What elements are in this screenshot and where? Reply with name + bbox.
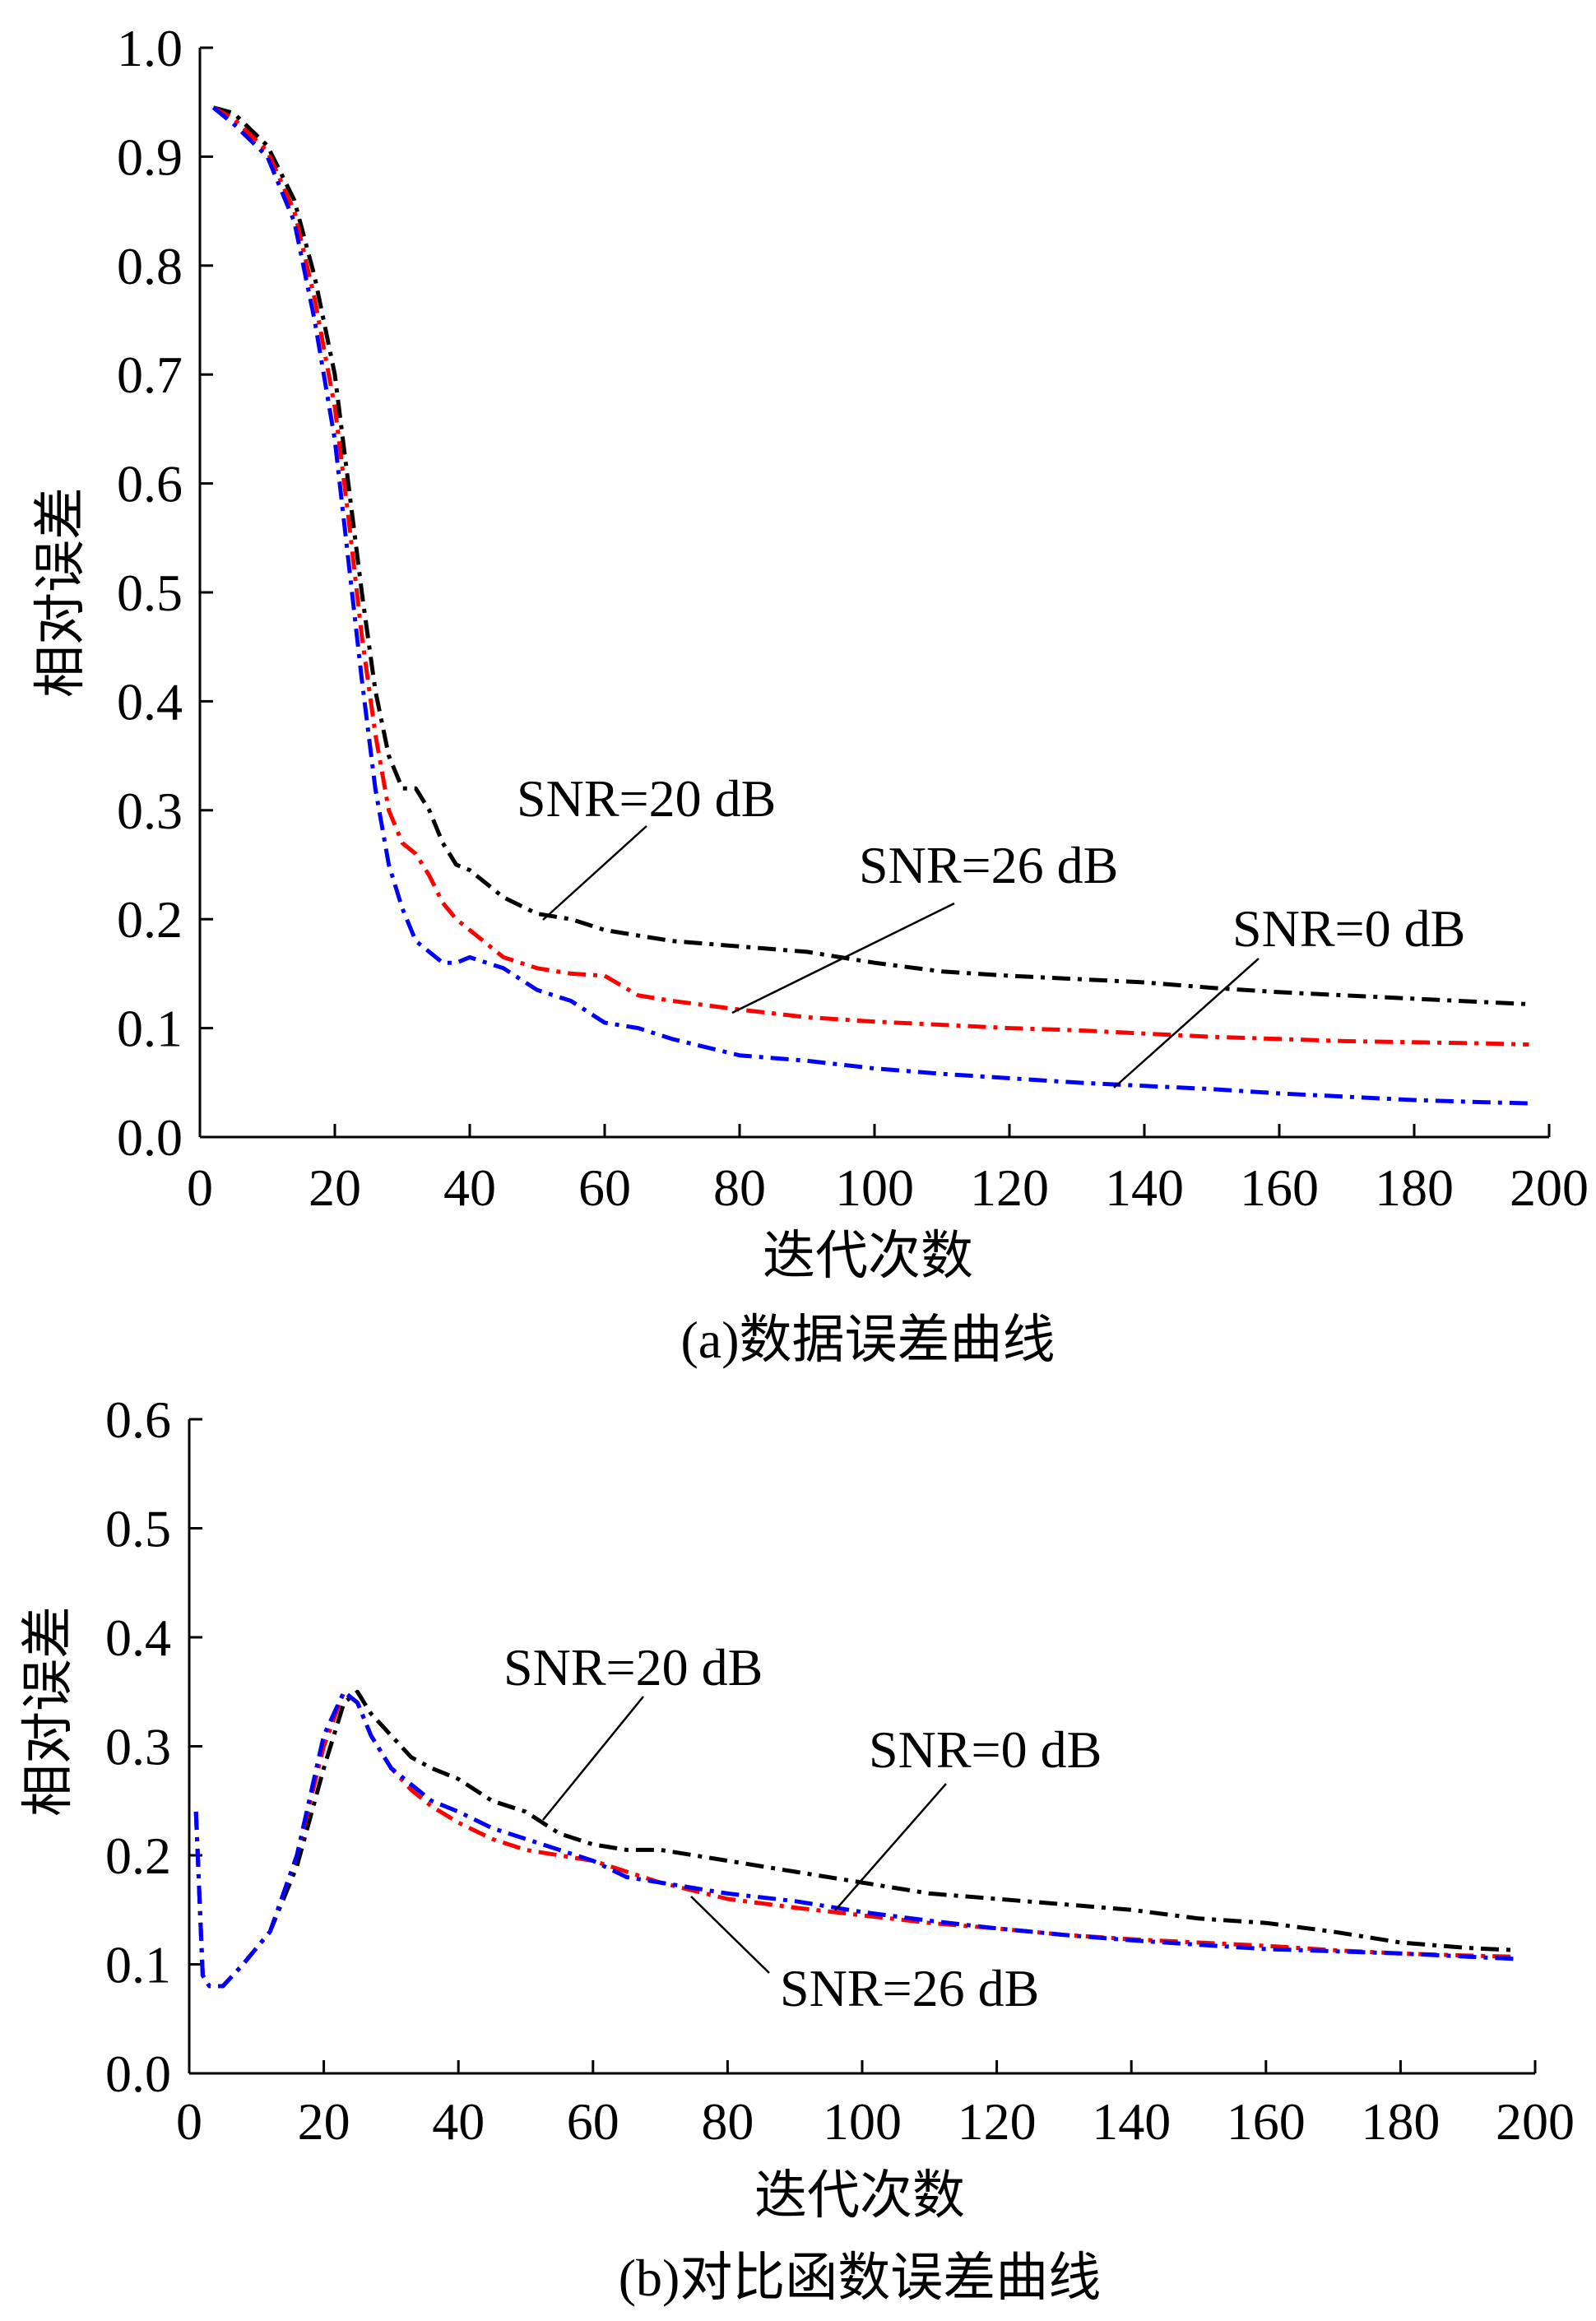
chart-a-caption: (a)数据误差曲线 bbox=[680, 1311, 1055, 1369]
chart-a-annotation-snr26: SNR=26 dB bbox=[731, 836, 1118, 1014]
chart-b-contrast-error: 0 20 40 60 80 100 120 140 160 180 200 0.0 0.1 0.2 0.3… bbox=[18, 1390, 1575, 2307]
chart-a-x-ticks: 0 20 40 60 80 100 120 140 160 180 200 bbox=[187, 1124, 1589, 1217]
y-tick-label: 0.2 bbox=[105, 1827, 171, 1885]
x-tick-label: 60 bbox=[578, 1158, 631, 1217]
x-tick-label: 200 bbox=[1510, 1158, 1589, 1217]
annotation-leader bbox=[834, 1783, 947, 1911]
x-tick-label: 100 bbox=[835, 1158, 914, 1217]
y-tick-label: 0.0 bbox=[117, 1108, 183, 1167]
annotation-leader bbox=[542, 1696, 644, 1821]
y-tick-label: 0.3 bbox=[105, 1718, 171, 1776]
x-tick-label: 140 bbox=[1092, 2092, 1171, 2151]
chart-b-series bbox=[193, 1689, 1515, 1989]
series-line-snr-26-db bbox=[212, 105, 1529, 1047]
annotation-leader bbox=[731, 902, 955, 1014]
annotation-leader bbox=[1113, 958, 1260, 1089]
annotation-leader bbox=[542, 825, 647, 921]
x-tick-label: 0 bbox=[176, 2092, 202, 2151]
x-tick-label: 40 bbox=[443, 1158, 496, 1217]
series-line-snr-20-db bbox=[193, 1689, 1515, 1989]
annotation-label: SNR=0 dB bbox=[1232, 899, 1465, 958]
annotation-label: SNR=20 dB bbox=[517, 769, 776, 828]
series-line-snr-0-db bbox=[193, 1689, 1515, 1989]
x-tick-label: 0 bbox=[187, 1158, 213, 1217]
x-tick-label: 60 bbox=[567, 2092, 619, 2151]
chart-a-data-error: 0 20 40 60 80 100 120 140 160 180 200 0.0 0.1 0.2 0.3… bbox=[30, 19, 1589, 1369]
chart-b-y-axis-label: 相对误差 bbox=[18, 1606, 79, 1817]
x-tick-label: 120 bbox=[970, 1158, 1049, 1217]
chart-b-x-axis-label: 迭代次数 bbox=[754, 2165, 965, 2226]
y-tick-label: 0.3 bbox=[117, 782, 183, 840]
y-tick-label: 0.8 bbox=[117, 237, 183, 295]
chart-b-y-ticks: 0.0 0.1 0.2 0.3 0.4 0.5 0.6 bbox=[105, 1390, 202, 2103]
x-tick-label: 180 bbox=[1375, 1158, 1454, 1217]
x-tick-label: 140 bbox=[1105, 1158, 1184, 1217]
annotation-label: SNR=20 dB bbox=[503, 1638, 763, 1697]
x-tick-label: 20 bbox=[298, 2092, 350, 2151]
y-tick-label: 0.6 bbox=[105, 1390, 171, 1449]
x-tick-label: 20 bbox=[309, 1158, 361, 1217]
x-tick-label: 160 bbox=[1240, 1158, 1319, 1217]
annotation-label: SNR=0 dB bbox=[869, 1720, 1102, 1779]
x-tick-label: 40 bbox=[432, 2092, 485, 2151]
x-tick-label: 80 bbox=[701, 2092, 754, 2151]
chart-b-annotation-snr0: SNR=0 dB bbox=[834, 1720, 1102, 1911]
x-tick-label: 160 bbox=[1227, 2092, 1306, 2151]
chart-b-annotation-snr26: SNR=26 dB bbox=[690, 1896, 1039, 2017]
chart-a-annotation-snr0: SNR=0 dB bbox=[1113, 899, 1465, 1089]
y-tick-label: 0.1 bbox=[105, 1936, 171, 1994]
x-tick-label: 180 bbox=[1361, 2092, 1440, 2151]
chart-a-annotation-snr20: SNR=20 dB bbox=[517, 769, 776, 921]
chart-a-series bbox=[211, 105, 1529, 1106]
series-line-snr-26-db bbox=[193, 1689, 1515, 1989]
x-tick-label: 120 bbox=[958, 2092, 1037, 2151]
y-tick-label: 0.9 bbox=[117, 128, 183, 186]
x-tick-label: 100 bbox=[823, 2092, 902, 2151]
x-tick-label: 80 bbox=[713, 1158, 766, 1217]
chart-a-y-ticks: 0.0 0.1 0.2 0.3 0.4 0.5 0.6 0.7 0.8 0.9 1.0 bbox=[117, 19, 213, 1167]
annotation-label: SNR=26 dB bbox=[859, 836, 1118, 894]
y-tick-label: 0.6 bbox=[117, 455, 183, 513]
y-tick-label: 0.0 bbox=[105, 2045, 171, 2103]
chart-a-axes bbox=[198, 48, 1549, 1139]
y-tick-label: 0.2 bbox=[117, 890, 183, 949]
chart-a-y-axis-label: 相对误差 bbox=[30, 487, 91, 698]
series-line-snr-20-db bbox=[212, 105, 1529, 1006]
y-tick-label: 0.7 bbox=[117, 346, 183, 404]
y-tick-label: 1.0 bbox=[117, 19, 183, 77]
x-tick-label: 200 bbox=[1496, 2092, 1575, 2151]
y-tick-label: 0.5 bbox=[105, 1500, 171, 1558]
annotation-label: SNR=26 dB bbox=[780, 1959, 1039, 2017]
series-line-snr-0-db bbox=[211, 105, 1529, 1106]
chart-a-x-axis-label: 迭代次数 bbox=[763, 1226, 973, 1287]
annotation-leader bbox=[690, 1896, 770, 1974]
chart-b-annotation-snr20: SNR=20 dB bbox=[503, 1638, 763, 1821]
y-tick-label: 0.1 bbox=[117, 1000, 183, 1058]
y-tick-label: 0.4 bbox=[105, 1608, 171, 1667]
chart-b-x-ticks: 0 20 40 60 80 100 120 140 160 180 200 bbox=[176, 2060, 1575, 2151]
y-tick-label: 0.5 bbox=[117, 564, 183, 622]
chart-b-caption: (b)对比函数误差曲线 bbox=[619, 2249, 1102, 2307]
y-tick-label: 0.4 bbox=[117, 672, 183, 731]
